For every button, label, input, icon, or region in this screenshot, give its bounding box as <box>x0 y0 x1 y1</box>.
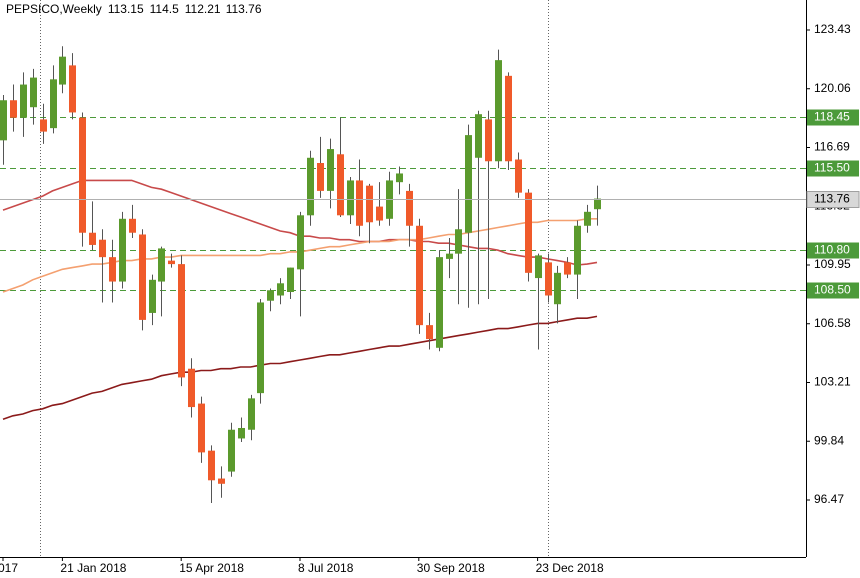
candle-body <box>69 65 76 113</box>
x-tick-label: 30 Sep 2018 <box>417 561 485 575</box>
x-tick-label: 15 Apr 2018 <box>179 561 244 575</box>
candle-body <box>495 60 502 162</box>
candle-body <box>149 279 156 313</box>
level-label-box <box>807 282 859 299</box>
plot-area <box>0 46 806 503</box>
candle-body <box>416 225 423 326</box>
header-low: 112.21 <box>185 2 221 16</box>
candle-body <box>356 180 363 226</box>
candle-body <box>238 427 245 439</box>
candle-body <box>50 79 57 129</box>
level-label: 108.50 <box>814 283 851 297</box>
candle-body <box>307 157 314 216</box>
candle-body <box>257 302 264 394</box>
candle-body <box>119 218 126 282</box>
candle-body <box>89 232 96 245</box>
candle-body <box>475 114 482 158</box>
candle-body <box>168 260 175 265</box>
candle-body <box>109 257 116 282</box>
candle-body <box>535 255 542 279</box>
candle-body <box>515 159 522 193</box>
candle-body <box>228 429 235 472</box>
current-price-label: 113.76 <box>814 192 850 206</box>
candle-body <box>277 283 284 296</box>
candle-body <box>218 478 225 484</box>
candle-body <box>317 163 324 191</box>
candle-body <box>455 229 462 254</box>
candle-body <box>327 149 334 191</box>
y-tick-label: 120.06 <box>814 81 851 95</box>
x-tick-label: 8 Jul 2018 <box>298 561 354 575</box>
candle-body <box>505 75 512 162</box>
candle-body <box>406 190 413 226</box>
candle-body <box>267 290 274 301</box>
candle-body <box>178 264 185 378</box>
candle-body <box>79 117 86 233</box>
candle-body <box>436 257 443 348</box>
candle-body <box>584 211 591 226</box>
level-label-box <box>807 160 859 177</box>
candle-body <box>485 119 492 162</box>
candle-body <box>99 239 106 258</box>
candle-body <box>594 198 601 210</box>
candle-body <box>208 450 215 481</box>
candle-body <box>297 215 304 270</box>
candle-body <box>30 77 37 108</box>
chart-title: PEPSICO,Weekly <box>6 2 102 16</box>
y-tick-label: 109.95 <box>814 257 851 271</box>
level-label: 110.80 <box>814 243 850 257</box>
candle-body <box>188 368 195 408</box>
level-label-box <box>807 242 859 259</box>
level-label-box <box>807 109 859 126</box>
x-tick-label: 23 Dec 2018 <box>536 561 604 575</box>
y-tick-label: 123.43 <box>814 22 851 36</box>
candle-body <box>10 100 17 118</box>
candle-body <box>366 185 373 223</box>
candle-body <box>376 206 383 221</box>
candle-body <box>198 403 205 453</box>
y-tick-label: 103.21 <box>814 375 851 389</box>
candle-body <box>0 100 7 141</box>
candle-body <box>40 119 47 132</box>
candle-body <box>158 248 165 282</box>
candle-body <box>248 398 255 430</box>
candle-body <box>347 180 354 216</box>
y-tick-label: 96.47 <box>814 492 844 506</box>
candle-body <box>59 56 66 85</box>
candle-body <box>574 225 581 275</box>
header-close: 113.76 <box>226 2 262 16</box>
header-open: 113.15 <box>108 2 144 16</box>
candle-body <box>426 325 433 340</box>
candle-body <box>337 154 344 216</box>
candle-body <box>139 234 146 320</box>
y-tick-label: 99.84 <box>814 433 844 447</box>
candle-body <box>554 272 561 305</box>
candle-body <box>287 267 294 293</box>
chart-header: PEPSICO,Weekly 113.15 114.5 112.21 113.76 <box>6 2 262 16</box>
candle-body <box>525 192 532 273</box>
y-tick-label: 106.58 <box>814 316 851 330</box>
header-high: 114.5 <box>150 2 179 16</box>
candle-body <box>129 218 136 233</box>
candle-body <box>465 135 472 233</box>
candle-body <box>396 173 403 183</box>
level-label: 115.50 <box>814 161 850 175</box>
level-label: 118.45 <box>814 110 850 124</box>
candle-body <box>545 262 552 296</box>
x-tick-label: 017 <box>0 561 18 575</box>
current-price-box <box>806 191 860 208</box>
candle-body <box>20 84 27 118</box>
y-tick-label: 116.69 <box>814 140 850 154</box>
candle-body <box>446 253 453 259</box>
moving-average <box>2 315 598 421</box>
x-tick-label: 21 Jan 2018 <box>60 561 126 575</box>
candle-body <box>564 262 571 275</box>
